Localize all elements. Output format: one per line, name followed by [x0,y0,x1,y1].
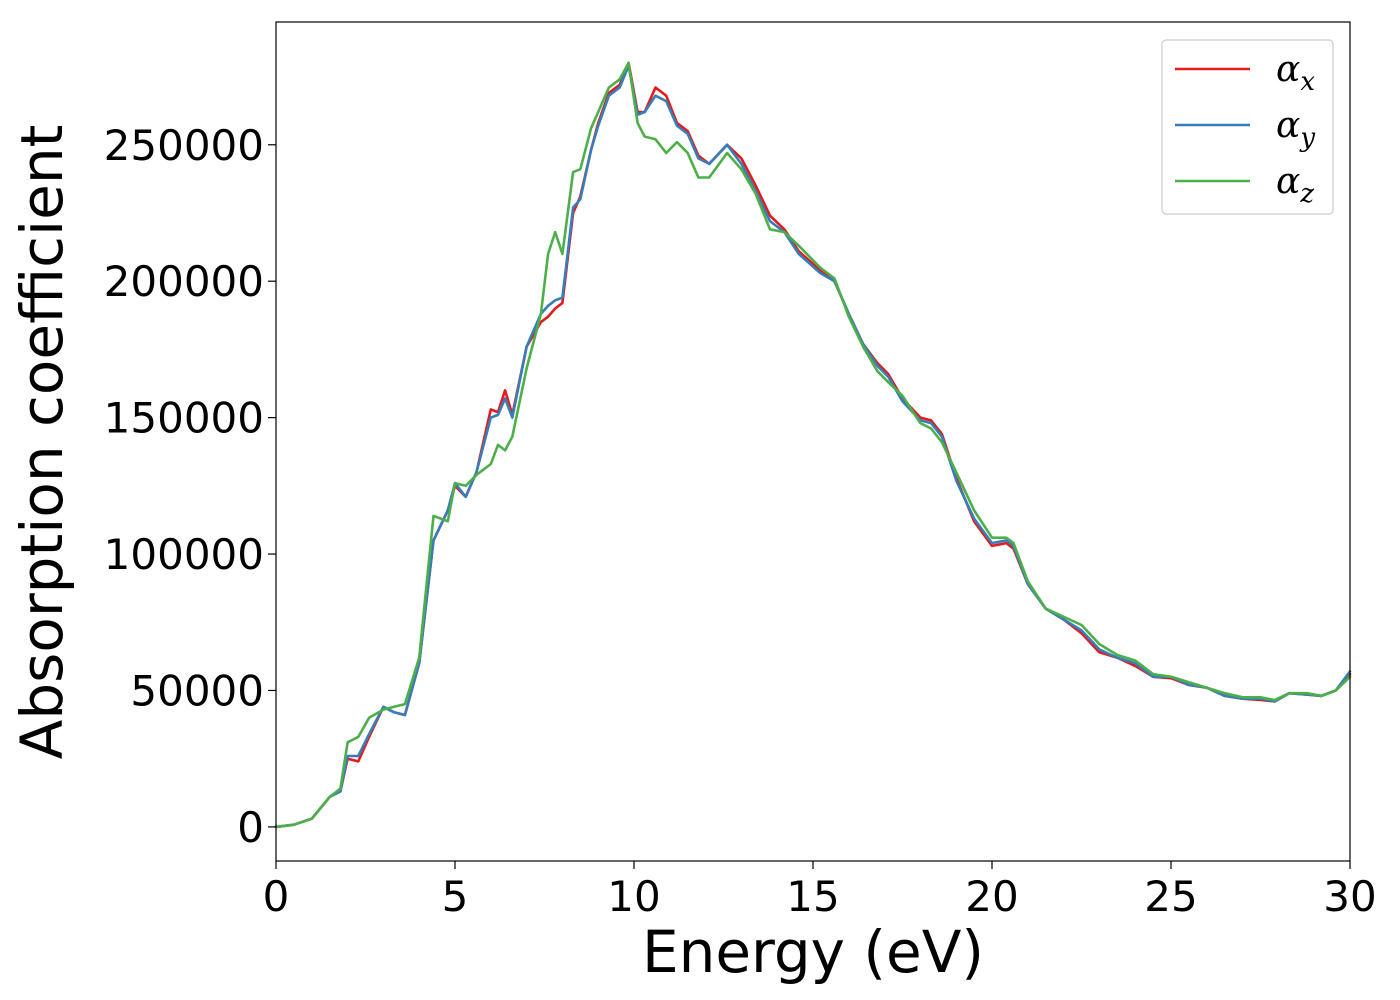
legend-label-x: αx [1276,49,1315,97]
y-tick-label: 50000 [130,666,264,715]
legend-symbol: α [1276,49,1300,90]
legend-subscript: x [1300,67,1315,97]
legend-label-z: αz [1276,161,1314,209]
y-tick-label: 0 [237,803,264,852]
x-tick-label: 15 [786,872,839,921]
x-tick-label: 20 [965,872,1018,921]
x-tick-label: 30 [1323,872,1376,921]
x-axis-title: Energy (eV) [642,918,984,986]
x-tick-label: 25 [1144,872,1197,921]
legend-symbol: α [1276,161,1300,202]
x-tick-label: 5 [442,872,469,921]
plot-lines [274,61,1352,829]
x-axis-ticks: 0 5 10 15 20 25 30 [263,861,1377,921]
x-tick-label: 10 [607,872,660,921]
legend-subscript: y [1299,123,1315,153]
y-tick-label: 150000 [104,394,264,443]
legend-subscript: z [1299,179,1314,209]
series-line-z [274,61,1352,829]
y-tick-label: 250000 [104,121,264,170]
legend-symbol: α [1276,105,1300,146]
y-axis-title: Absorption coefficient [8,125,76,760]
legend-label-y: αy [1276,105,1315,153]
y-axis-ticks: 0 50000 100000 150000 200000 250000 [104,121,276,852]
y-tick-label: 200000 [104,257,264,306]
x-tick-label: 0 [263,872,290,921]
y-tick-label: 100000 [104,530,264,579]
legend-box [1161,39,1334,215]
